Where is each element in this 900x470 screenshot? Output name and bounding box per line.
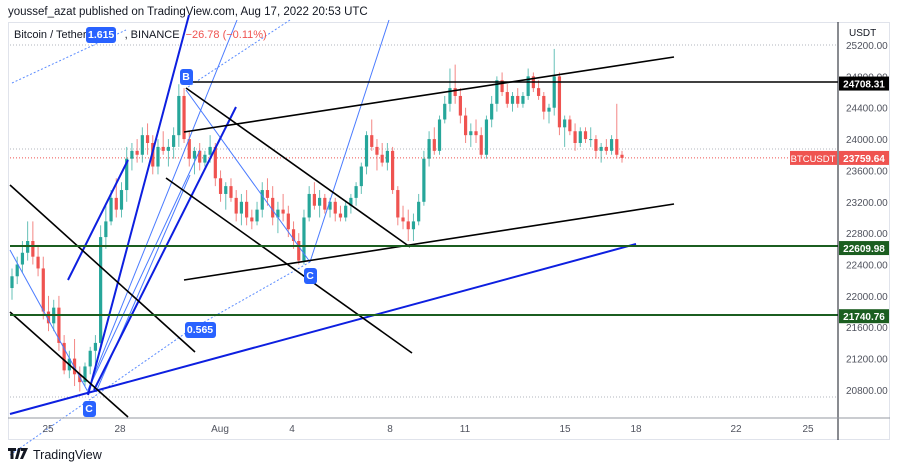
svg-text:21600.00: 21600.00 — [846, 323, 888, 334]
wave-point-label[interactable]: C — [82, 401, 96, 417]
fib-dotted-line — [187, 19, 291, 88]
descending-channel-line — [9, 311, 129, 418]
svg-text:25200.00: 25200.00 — [846, 41, 888, 52]
svg-text:23200.00: 23200.00 — [846, 198, 888, 209]
fib-fan-line — [87, 149, 201, 391]
svg-text:Aug: Aug — [211, 424, 229, 435]
support-trendline — [9, 243, 637, 415]
channel-lower-line — [183, 203, 675, 281]
fib-dotted-line — [189, 261, 311, 331]
fib-fan-line — [9, 249, 89, 393]
channel-upper-line — [183, 56, 675, 133]
price-label: 22609.98 — [839, 241, 889, 256]
brand-name: TradingView — [33, 447, 102, 462]
tradingview-brand[interactable]: TradingView — [8, 447, 102, 462]
price-label: 24708.31 — [839, 76, 889, 91]
fib-ratio-label[interactable]: 0.565 — [184, 322, 216, 338]
chart-legend: Bitcoin / Tether , BINANCE −26.78 (−0.11%) — [14, 29, 267, 41]
svg-text:21740.76: 21740.76 — [843, 312, 885, 323]
symbol-label: Bitcoin / Tether — [14, 29, 87, 41]
trend-channel-line — [93, 106, 237, 391]
svg-text:22000.00: 22000.00 — [846, 292, 888, 303]
descending-channel-line — [185, 87, 411, 248]
svg-text:22: 22 — [730, 424, 742, 435]
svg-text:25: 25 — [42, 424, 54, 435]
chart-frame — [8, 22, 890, 440]
descending-channel-line — [9, 184, 196, 353]
svg-text:28: 28 — [114, 424, 126, 435]
svg-text:11: 11 — [460, 424, 471, 435]
fib-fan-line — [309, 19, 390, 263]
price-label: 23759.64 BTCUSDT — [790, 150, 889, 165]
svg-text:22800.00: 22800.00 — [846, 229, 888, 240]
svg-text:USDT: USDT — [849, 28, 876, 39]
svg-text:15: 15 — [559, 424, 571, 435]
wave-point-label[interactable]: B — [179, 69, 193, 85]
tradingview-logo-icon — [8, 447, 28, 462]
price-label: 21740.76 — [839, 309, 889, 324]
svg-text:24000.00: 24000.00 — [846, 135, 888, 146]
fib-ratio-label[interactable]: 1.615 — [86, 27, 117, 43]
exchange-label: , BINANCE — [124, 29, 180, 41]
svg-text:22609.98: 22609.98 — [843, 244, 885, 255]
drawings[interactable] — [9, 14, 838, 456]
trend-channel-line — [67, 159, 129, 281]
svg-text:4: 4 — [289, 424, 295, 435]
svg-text:24400.00: 24400.00 — [846, 104, 888, 115]
svg-text:23759.64: 23759.64 — [843, 154, 885, 165]
price-axis[interactable]: USDT25200.0024800.0024400.0024000.002360… — [8, 22, 890, 440]
publish-info: youssef_azat published on TradingView.co… — [8, 6, 368, 18]
svg-text:18: 18 — [630, 424, 642, 435]
svg-text:8: 8 — [387, 424, 393, 435]
svg-text:25: 25 — [802, 424, 814, 435]
wave-point-label[interactable]: C — [303, 268, 317, 284]
svg-text:21200.00: 21200.00 — [846, 355, 888, 366]
svg-text:24708.31: 24708.31 — [843, 80, 885, 91]
descending-channel-line — [165, 177, 413, 354]
trend-channel-line — [87, 14, 190, 396]
svg-text:22400.00: 22400.00 — [846, 261, 888, 272]
svg-text:20800.00: 20800.00 — [846, 386, 888, 397]
svg-text:BTCUSDT: BTCUSDT — [791, 154, 836, 165]
svg-text:23600.00: 23600.00 — [846, 166, 888, 177]
fib-fan-line — [185, 89, 311, 263]
price-change: −26.78 (−0.11%) — [185, 29, 267, 41]
